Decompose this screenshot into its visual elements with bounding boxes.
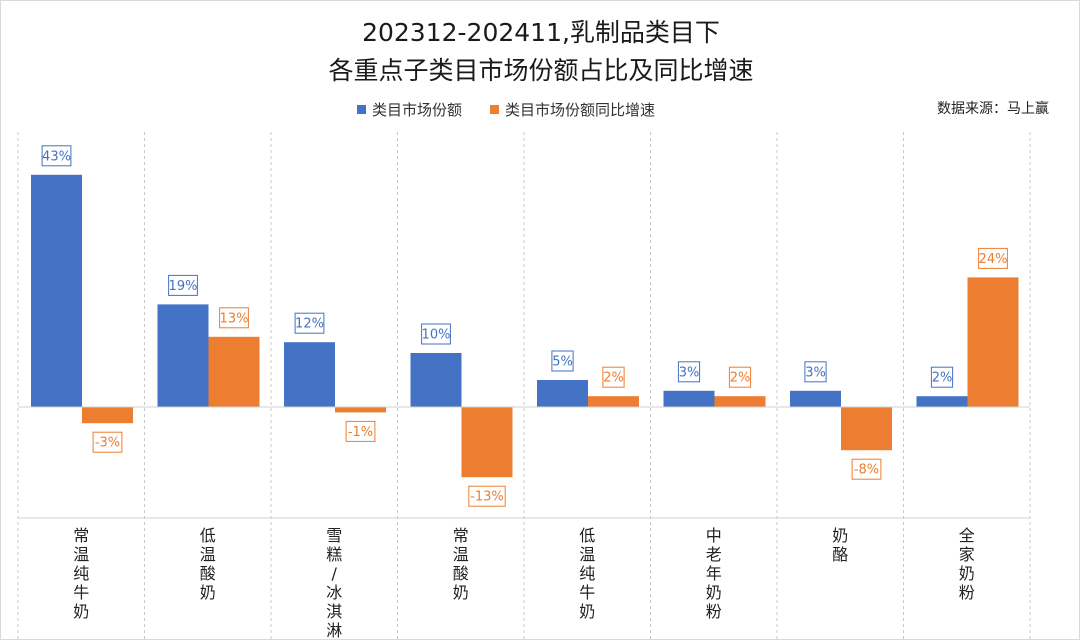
data-label: 2%	[603, 371, 624, 386]
data-label-box	[41, 145, 72, 167]
bar-share	[410, 353, 462, 407]
category-label: 低温酸奶	[200, 526, 216, 602]
bar-share	[284, 342, 335, 407]
data-label-box	[294, 312, 325, 334]
chart-title-line1: 202312-202411,乳制品类目下	[362, 18, 720, 47]
data-label-box	[421, 323, 451, 345]
legend-swatch-growth	[490, 104, 500, 114]
category-label: 常温酸奶	[453, 526, 469, 602]
data-label: 2%	[730, 371, 751, 386]
bar-share	[31, 174, 82, 407]
data-label: 5%	[552, 355, 573, 370]
data-label-box	[551, 350, 574, 372]
data-label-box	[468, 485, 506, 507]
bar-growth	[967, 277, 1019, 407]
legend-label-growth: 类目市场份额同比增速	[505, 100, 656, 119]
data-label-box	[930, 366, 954, 388]
data-label: -8%	[854, 463, 879, 478]
bar-share	[537, 380, 588, 407]
data-label-box	[728, 366, 752, 388]
category-label: 全家奶粉	[959, 526, 975, 602]
bar-growth	[82, 407, 133, 424]
data-label: -3%	[95, 436, 120, 451]
data-label: 3%	[805, 365, 826, 380]
category-label: 雪糕/冰淇淋	[326, 526, 342, 640]
data-label-box	[851, 458, 882, 480]
data-label: 3%	[679, 365, 700, 380]
data-label: 13%	[220, 311, 249, 326]
bar-share	[916, 396, 968, 407]
bar-share	[790, 390, 841, 407]
chart-title-line2: 各重点子类目市场份额占比及同比增速	[328, 56, 754, 85]
category-label: 奶酪	[832, 526, 848, 564]
category-label: 常温纯牛奶	[73, 526, 89, 621]
data-label-box	[804, 361, 827, 383]
data-label: 19%	[169, 279, 198, 294]
bar-growth	[588, 396, 639, 407]
data-label: -13%	[470, 490, 504, 505]
bar-share	[157, 304, 209, 407]
data-label-box	[92, 431, 123, 453]
bar-growth	[841, 407, 892, 451]
category-label: 中老年奶粉	[706, 526, 722, 621]
data-label: 12%	[295, 317, 324, 332]
bar-growth	[208, 336, 260, 407]
data-label-box	[978, 247, 1008, 269]
data-label-box	[677, 361, 701, 383]
bar-growth	[335, 407, 386, 413]
data-label-box	[168, 274, 198, 296]
category-label: 低温纯牛奶	[579, 526, 595, 621]
data-label-box	[602, 366, 625, 388]
data-label: -1%	[348, 425, 373, 440]
legend: 类目市场份额 类目市场份额同比增速	[357, 99, 683, 119]
legend-item-share: 类目市场份额	[357, 99, 462, 120]
legend-label-share: 类目市场份额	[372, 100, 463, 119]
bar-growth	[461, 407, 513, 478]
bar-share	[663, 390, 715, 407]
data-label-box	[219, 307, 249, 329]
data-label-box	[345, 420, 376, 442]
data-label: 2%	[932, 371, 953, 386]
data-label: 43%	[42, 149, 71, 164]
data-source-note: 数据来源：马上赢	[937, 101, 1049, 117]
legend-swatch-share	[357, 104, 366, 114]
data-label: 10%	[422, 328, 451, 343]
data-label: 24%	[979, 252, 1008, 267]
legend-item-growth: 类目市场份额同比增速	[490, 99, 655, 120]
bar-growth	[714, 396, 766, 407]
